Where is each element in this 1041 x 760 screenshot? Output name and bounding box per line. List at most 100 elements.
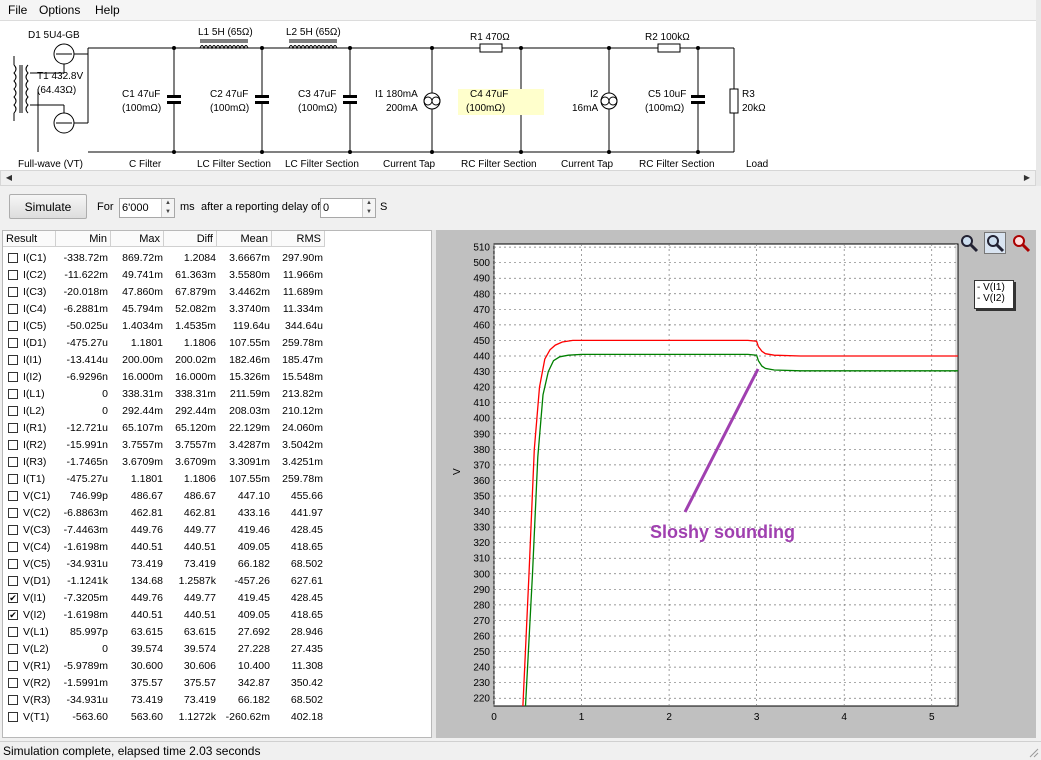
row-checkbox[interactable] [8,542,18,552]
table-row[interactable]: V(L1) 85.997p 63.615 63.615 27.692 28.946 [3,624,431,641]
row-checkbox[interactable]: ✔ [8,610,18,620]
schematic-panel[interactable]: D1 5U4-GB T1 432.8V (64.43Ω) L1 5H (65Ω)… [0,21,1037,170]
table-row[interactable]: I(C3) -20.018m 47.860m 67.879m 3.4462m 11.689… [3,284,431,301]
row-checkbox[interactable] [8,253,18,263]
table-row[interactable]: ✔ V(I2) -1.6198m 440.51 440.51 409.05 418.65 [3,607,431,624]
table-row[interactable]: I(T1) -475.27u 1.1801 1.1806 107.55m 259.78m [3,471,431,488]
row-checkbox[interactable] [8,712,18,722]
zoom-out-icon[interactable] [1010,232,1032,254]
spin-down-icon[interactable]: ▼ [165,209,171,215]
table-row[interactable]: V(R2) -1.5991m 375.57 375.57 342.87 350.42 [3,675,431,692]
cell-mean: 66.182 [237,558,270,570]
table-row[interactable]: I(L1) 0 338.31m 338.31m 211.59m 213.82m [3,386,431,403]
vertical-scrollbar[interactable] [1036,0,1041,186]
row-checkbox[interactable] [8,508,18,518]
row-checkbox[interactable] [8,440,18,450]
table-row[interactable]: V(C1) 746.99p 486.67 486.67 447.10 455.66 [3,488,431,505]
cell-min: -1.1241k [67,575,108,587]
row-checkbox[interactable] [8,474,18,484]
resize-grip-icon[interactable] [1029,748,1039,758]
row-checkbox[interactable] [8,627,18,637]
delay-value[interactable]: 0 [323,202,330,214]
delay-spinner[interactable]: 0 ▲ ▼ [320,198,376,218]
row-checkbox[interactable] [8,576,18,586]
cell-mean: 66.182 [237,694,270,706]
spin-up-icon[interactable]: ▲ [366,200,372,206]
menu-help[interactable]: Help [95,3,120,17]
scroll-right-icon[interactable]: ▶ [1023,173,1031,182]
table-row[interactable]: V(R1) -5.9789m 30.600 30.606 10.400 11.308 [3,658,431,675]
y-tick-label: 390 [473,429,490,440]
table-row[interactable]: I(R1) -12.721u 65.107m 65.120m 22.129m 24.060… [3,420,431,437]
row-checkbox[interactable] [8,389,18,399]
label-r1: R1 470Ω [470,32,510,43]
row-checkbox[interactable] [8,423,18,433]
horizontal-scrollbar[interactable]: ◀ ▶ [0,170,1036,186]
row-checkbox[interactable] [8,287,18,297]
cell-mean: 27.692 [237,626,270,638]
table-row[interactable]: V(C5) -34.931u 73.419 73.419 66.182 68.502 [3,556,431,573]
column-header-max[interactable]: Max [111,231,164,247]
row-checkbox[interactable] [8,695,18,705]
menu-options[interactable]: Options [39,3,81,17]
row-checkbox[interactable] [8,661,18,671]
row-checkbox[interactable] [8,304,18,314]
cell-max: 39.574 [130,643,163,655]
table-row[interactable]: I(C1) -338.72m 869.72m 1.2084 3.6667m 297.90m [3,250,431,267]
table-row[interactable]: V(L2) 0 39.574 39.574 27.228 27.435 [3,641,431,658]
column-header-min[interactable]: Min [56,231,111,247]
y-tick-label: 400 [473,414,490,425]
column-header-result[interactable]: Result [3,231,56,247]
table-row[interactable]: I(L2) 0 292.44m 292.44m 208.03m 210.12m [3,403,431,420]
table-row[interactable]: I(I2) -6.9296n 16.000m 16.000m 15.326m 15.548… [3,369,431,386]
cell-rms: 428.45 [290,524,323,536]
table-row[interactable]: V(C3) -7.4463m 449.76 449.77 419.46 428.45 [3,522,431,539]
table-row[interactable]: ✔ V(I1) -7.3205m 449.76 449.77 419.45 428.45 [3,590,431,607]
simulate-button[interactable]: Simulate [9,194,87,219]
row-checkbox[interactable] [8,457,18,467]
duration-spinner[interactable]: 6'000 ▲ ▼ [119,198,175,218]
row-checkbox[interactable] [8,355,18,365]
table-row[interactable]: V(D1) -1.1241k 134.68 1.2587k -457.26 627.61 [3,573,431,590]
table-row[interactable]: V(R3) -34.931u 73.419 73.419 66.182 68.502 [3,692,431,709]
spin-up-icon[interactable]: ▲ [165,200,171,206]
row-checkbox[interactable]: ✔ [8,593,18,603]
row-checkbox[interactable] [8,644,18,654]
table-row[interactable]: I(C5) -50.025u 1.4034m 1.4535m 119.64u 344.64… [3,318,431,335]
table-row[interactable]: I(I1) -13.414u 200.00m 200.02m 182.46m 185.47… [3,352,431,369]
cell-mean: 419.45 [237,592,270,604]
scroll-left-icon[interactable]: ◀ [5,173,13,182]
column-header-mean[interactable]: Mean [217,231,272,247]
table-row[interactable]: I(C2) -11.622m 49.741m 61.363m 3.5580m 11.966… [3,267,431,284]
row-checkbox[interactable] [8,338,18,348]
column-header-diff[interactable]: Diff [164,231,217,247]
column-header-rms[interactable]: RMS [272,231,325,247]
row-checkbox[interactable] [8,406,18,416]
cell-min: -475.27u [66,337,108,349]
menu-file[interactable]: File [8,3,28,17]
duration-value[interactable]: 6'000 [122,202,149,214]
pane-splitter[interactable] [432,230,436,738]
table-row[interactable]: I(R3) -1.7465n 3.6709m 3.6709m 3.3091m 3.4251… [3,454,431,471]
label-c4-b: (100mΩ) [466,103,505,114]
cell-rms: 297.90m [282,252,323,264]
table-row[interactable]: V(C2) -6.8863m 462.81 462.81 433.16 441.97 [3,505,431,522]
section-label: Full-wave (VT) [18,159,83,170]
table-row[interactable]: V(T1) -563.60 563.60 1.1272k -260.62m 402.18 [3,709,431,726]
menu-bar: File Options Help [0,0,1041,21]
spin-down-icon[interactable]: ▼ [366,209,372,215]
zoom-fit-icon[interactable] [984,232,1006,254]
table-row[interactable]: I(C4) -6.2881m 45.794m 52.082m 3.3740m 11.334… [3,301,431,318]
row-checkbox[interactable] [8,372,18,382]
row-checkbox[interactable] [8,678,18,688]
row-checkbox[interactable] [8,525,18,535]
zoom-in-icon[interactable] [958,232,980,254]
row-checkbox[interactable] [8,270,18,280]
row-checkbox[interactable] [8,491,18,501]
table-row[interactable]: I(R2) -15.991n 3.7557m 3.7557m 3.4287m 3.5042… [3,437,431,454]
row-checkbox[interactable] [8,321,18,331]
row-checkbox[interactable] [8,559,18,569]
table-row[interactable]: I(D1) -475.27u 1.1801 1.1806 107.55m 259.78m [3,335,431,352]
table-row[interactable]: V(C4) -1.6198m 440.51 440.51 409.05 418.65 [3,539,431,556]
cell-diff: 39.574 [183,643,216,655]
